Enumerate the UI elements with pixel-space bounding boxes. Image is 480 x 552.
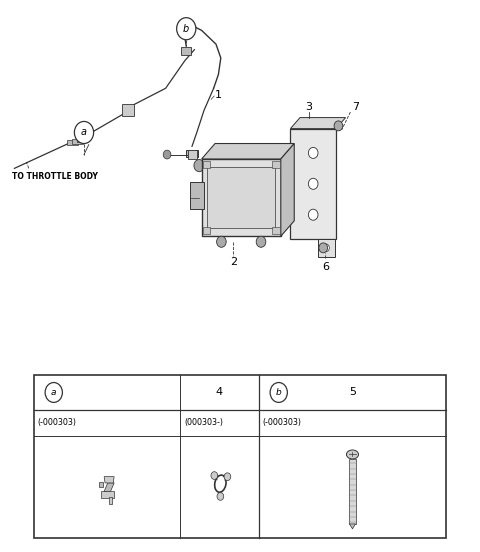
Text: (000303-): (000303-) (184, 418, 223, 427)
Polygon shape (186, 150, 198, 157)
Bar (203, 161, 210, 168)
Bar (188, 150, 197, 159)
Text: TO THROTTLE BODY: TO THROTTLE BODY (12, 172, 98, 181)
Polygon shape (349, 524, 356, 529)
Circle shape (163, 150, 171, 159)
Bar (272, 227, 280, 234)
Bar (181, 47, 191, 55)
Circle shape (256, 236, 266, 247)
Bar (99, 482, 103, 487)
Text: a: a (51, 388, 57, 397)
Bar (34, 375, 446, 538)
Text: (-000303): (-000303) (37, 418, 76, 427)
Bar (122, 104, 134, 116)
Text: 5: 5 (349, 388, 356, 397)
Circle shape (270, 383, 288, 402)
Circle shape (308, 209, 318, 220)
Text: 7: 7 (352, 102, 359, 112)
Circle shape (216, 236, 226, 247)
Polygon shape (104, 483, 114, 491)
Text: b: b (183, 24, 190, 34)
Bar (101, 491, 114, 498)
Ellipse shape (194, 160, 204, 172)
Bar (318, 239, 335, 257)
Polygon shape (290, 129, 336, 239)
Text: 4: 4 (216, 388, 223, 397)
Bar (349, 459, 356, 524)
Text: b: b (276, 388, 282, 397)
Text: 1: 1 (215, 90, 222, 100)
Text: 3: 3 (305, 102, 312, 112)
Bar (272, 161, 280, 168)
Circle shape (74, 121, 94, 144)
Circle shape (308, 178, 318, 189)
Text: a: a (81, 128, 87, 137)
Circle shape (211, 471, 217, 479)
Bar (77, 137, 87, 142)
Bar (72, 139, 83, 144)
Polygon shape (281, 144, 294, 236)
Polygon shape (290, 118, 346, 129)
Circle shape (323, 244, 329, 252)
Circle shape (217, 492, 224, 500)
Circle shape (334, 121, 343, 131)
Text: 6: 6 (322, 262, 329, 272)
Circle shape (177, 18, 196, 40)
Circle shape (319, 243, 327, 253)
Text: (-000303): (-000303) (263, 418, 301, 427)
Bar (202, 159, 281, 236)
Circle shape (224, 473, 231, 481)
Text: 2: 2 (230, 257, 237, 267)
Bar (203, 227, 210, 234)
Bar (190, 182, 204, 209)
Polygon shape (104, 476, 114, 483)
Bar (67, 140, 78, 145)
Bar (108, 497, 112, 504)
Circle shape (45, 383, 62, 402)
Ellipse shape (347, 450, 359, 459)
Bar (207, 167, 275, 228)
Circle shape (308, 147, 318, 158)
Polygon shape (202, 144, 294, 159)
